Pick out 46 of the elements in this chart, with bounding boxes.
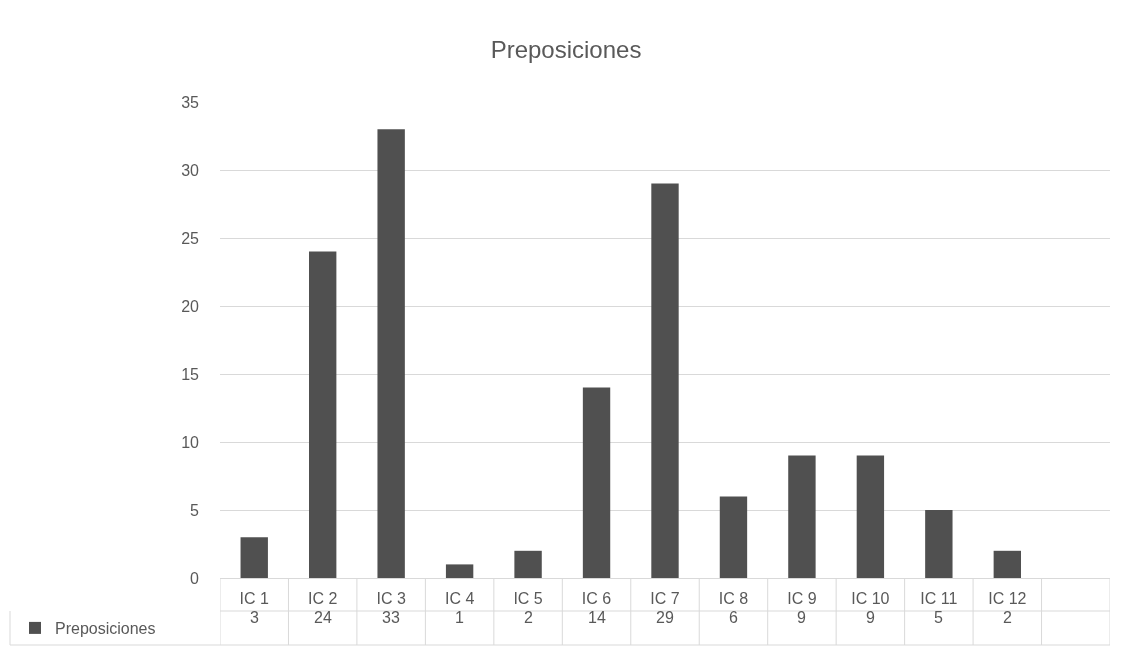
x-tick-label: IC 9	[787, 590, 817, 608]
data-label: 9	[797, 609, 806, 626]
y-tick-label: 35	[181, 93, 200, 111]
data-label: 9	[866, 609, 875, 626]
y-tick-label: 25	[181, 229, 200, 247]
bar	[925, 510, 953, 578]
x-tick-label: IC 5	[513, 590, 543, 608]
x-tick-label: IC 3	[376, 590, 406, 608]
x-tick-label: IC 8	[718, 590, 749, 608]
x-tick-label: IC 11	[920, 590, 958, 608]
bar	[993, 550, 1021, 578]
x-tick-label: IC 10	[851, 590, 890, 608]
bar	[651, 183, 679, 578]
data-label: 3	[250, 609, 259, 626]
y-tick-label: 0	[190, 569, 200, 587]
bar	[788, 455, 816, 578]
x-tick-label: IC 12	[988, 590, 1027, 608]
x-tick-label: IC 4	[444, 590, 475, 608]
data-label: 29	[656, 609, 674, 626]
y-tick-label: 10	[181, 433, 200, 451]
x-tick-label: IC 7	[650, 590, 680, 608]
bar	[309, 251, 337, 578]
bar	[377, 129, 405, 578]
x-tick-label: IC 2	[308, 590, 338, 608]
data-label: 6	[729, 609, 738, 626]
y-tick-label: 15	[181, 365, 200, 383]
data-label: 33	[382, 609, 400, 626]
bar	[240, 537, 268, 578]
bar	[856, 455, 885, 578]
bar	[719, 496, 748, 578]
y-tick-label: 30	[181, 161, 200, 179]
data-label: 1	[455, 609, 464, 626]
y-tick-label: 5	[190, 501, 200, 519]
data-label: 24	[314, 609, 332, 626]
bar	[582, 387, 611, 578]
bar	[514, 550, 542, 578]
x-tick-label: IC 1	[239, 590, 269, 608]
data-label: 14	[588, 609, 606, 626]
x-tick-label: IC 6	[581, 590, 612, 608]
data-label: 2	[1003, 609, 1012, 626]
data-label: 2	[524, 609, 533, 626]
y-tick-label: 20	[181, 297, 200, 315]
data-label: 5	[934, 609, 943, 626]
bar	[445, 564, 474, 578]
legend-label: Preposiciones	[55, 620, 156, 638]
chart-title: Preposiciones	[490, 36, 642, 64]
